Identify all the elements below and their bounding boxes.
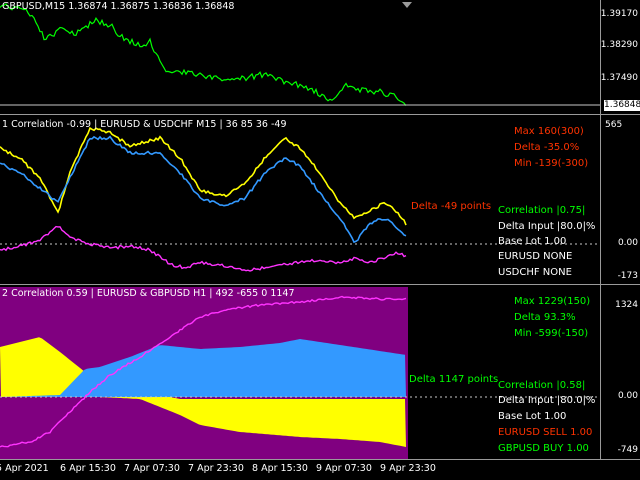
chart-shift-marker-icon[interactable] <box>402 2 412 8</box>
pane1-sym1: EURUSD NONE <box>498 251 573 262</box>
time-tick: 9 Apr 23:30 <box>380 463 436 474</box>
price-tick: 1.37490 <box>600 73 638 83</box>
time-tick: 7 Apr 23:30 <box>188 463 244 474</box>
price-chart-pane[interactable]: GBPUSD,M15 1.36874 1.36875 1.36836 1.368… <box>0 0 640 114</box>
correlation-1-chart <box>0 126 600 272</box>
pane2-tick: -749 <box>617 445 638 455</box>
pane1-scale[interactable]: 565 0.00 -173 <box>601 118 640 284</box>
price-series-line <box>0 3 407 106</box>
pane1-sym2: USDCHF NONE <box>498 267 572 278</box>
pane2-min: Min -599(-150) <box>514 328 589 339</box>
pane1-tick: -173 <box>617 271 638 281</box>
time-tick: 9 Apr 07:30 <box>316 463 372 474</box>
pane-divider[interactable] <box>0 114 640 115</box>
correlation-2-chart <box>0 287 600 459</box>
pane1-tick: 565 <box>605 120 623 130</box>
pane2-base-lot: Base Lot 1.00 <box>498 411 567 422</box>
pane2-delta-points: Delta 1147 points <box>409 374 499 385</box>
pane1-title: 1 Correlation -0.99 | EURUSD & USDCHF M1… <box>2 119 287 130</box>
pane2-title: 2 Correlation 0.59 | EURUSD & GBPUSD H1 … <box>2 288 295 299</box>
time-tick: 7 Apr 07:30 <box>124 463 180 474</box>
delta-line <box>0 295 407 448</box>
correlation-pane-1[interactable]: 1 Correlation -0.99 | EURUSD & USDCHF M1… <box>0 118 640 284</box>
eurusd-line <box>0 126 407 226</box>
pane-divider[interactable] <box>0 284 640 285</box>
time-tick: 6 Apr 15:30 <box>60 463 116 474</box>
pane2-correlation: Correlation |0.58| <box>498 380 586 391</box>
price-chart-title: GBPUSD,M15 1.36874 1.36875 1.36836 1.368… <box>2 1 235 12</box>
price-scale[interactable]: 1.39170 1.38290 1.37490 <box>601 0 640 114</box>
pane1-tick: 0.00 <box>617 238 638 248</box>
pane1-delta: Delta -35.0% <box>514 142 580 153</box>
delta-line <box>0 225 407 272</box>
pane1-max: Max 160(300) <box>514 126 584 137</box>
pane2-tick: 0.00 <box>617 391 638 401</box>
pane1-delta-input: Delta Input |80.0|% <box>498 221 596 232</box>
pane1-min: Min -139(-300) <box>514 158 589 169</box>
pane2-sym1: EURUSD SELL 1.00 <box>498 427 593 438</box>
time-tick: 8 Apr 15:30 <box>252 463 308 474</box>
price-line-chart <box>0 3 600 106</box>
pane1-base-lot: Base Lot 1.00 <box>498 236 567 247</box>
scale-divider <box>600 0 601 460</box>
pane1-correlation: Correlation |0.75| <box>498 205 586 216</box>
price-tick: 1.39170 <box>600 9 638 19</box>
usdchf-line <box>0 135 407 244</box>
pane2-max: Max 1229(150) <box>514 296 591 307</box>
pane2-tick: 1324 <box>615 300 638 310</box>
current-price-label: 1.36848 <box>604 100 640 111</box>
price-tick: 1.38290 <box>600 40 638 50</box>
eurusd-area <box>0 337 406 447</box>
pane2-scale[interactable]: 1324 0.00 -749 <box>601 287 640 459</box>
time-tick: 5 Apr 2021 <box>0 463 49 474</box>
pane2-delta: Delta 93.3% <box>514 312 576 323</box>
correlation-pane-2[interactable]: 2 Correlation 0.59 | EURUSD & GBPUSD H1 … <box>0 287 640 459</box>
pane2-delta-input: Delta Input |80.0|% <box>498 395 596 406</box>
pane-divider <box>0 459 640 460</box>
pane2-sym2: GBPUSD BUY 1.00 <box>498 443 589 454</box>
pane1-delta-points: Delta -49 points <box>411 201 492 212</box>
